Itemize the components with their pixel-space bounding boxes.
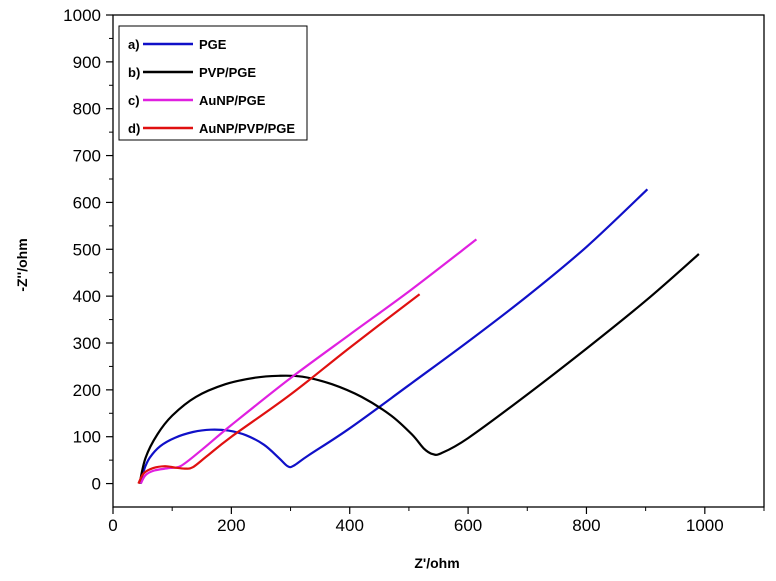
x-tick-label: 200: [217, 516, 245, 535]
series-line-pvp-pge: [138, 253, 700, 484]
y-tick-label: 1000: [63, 6, 101, 25]
legend: a) PGE b) PVP/PGE c) AuNP/PGE d) AuNP/PVP/PGE: [118, 25, 308, 141]
legend-label: PGE: [199, 37, 227, 52]
y-tick-label: 0: [92, 475, 101, 494]
y-tick-label: 700: [73, 147, 101, 166]
legend-tag: a): [128, 37, 140, 52]
y-axis-ticks: 0 100 200 300 400 500 600 700 800 900 1000: [63, 6, 113, 494]
series-line-pge: [139, 188, 649, 484]
x-axis-label: Z'/ohm: [414, 555, 459, 571]
legend-label: AuNP/PGE: [199, 93, 266, 108]
series-layer: [137, 188, 700, 485]
legend-tag: c): [128, 93, 140, 108]
y-tick-label: 800: [73, 100, 101, 119]
y-axis-label: -Z''/ohm: [14, 238, 30, 291]
x-axis-ticks: 0 200 400 600 800 1000: [108, 507, 765, 535]
x-tick-label: 1000: [686, 516, 724, 535]
y-tick-label: 600: [73, 193, 101, 212]
x-tick-label: 800: [572, 516, 600, 535]
plot-frame: [112, 14, 765, 508]
y-tick-label: 300: [73, 334, 101, 353]
legend-label: AuNP/PVP/PGE: [199, 121, 295, 136]
y-tick-label: 500: [73, 240, 101, 259]
legend-tag: b): [128, 65, 140, 80]
x-tick-label: 600: [454, 516, 482, 535]
series-line-aunp-pvp-pge: [137, 293, 421, 485]
x-tick-label: 400: [336, 516, 364, 535]
legend-label: PVP/PGE: [199, 65, 256, 80]
y-tick-label: 400: [73, 287, 101, 306]
legend-tag: d): [128, 121, 140, 136]
y-tick-label: 900: [73, 53, 101, 72]
legend-items: a) PGE b) PVP/PGE c) AuNP/PGE d) AuNP/PVP/PGE: [128, 37, 295, 136]
y-tick-label: 200: [73, 381, 101, 400]
x-tick-label: 0: [108, 516, 117, 535]
y-tick-label: 100: [73, 428, 101, 447]
series-line-aunp-pge: [139, 238, 478, 485]
